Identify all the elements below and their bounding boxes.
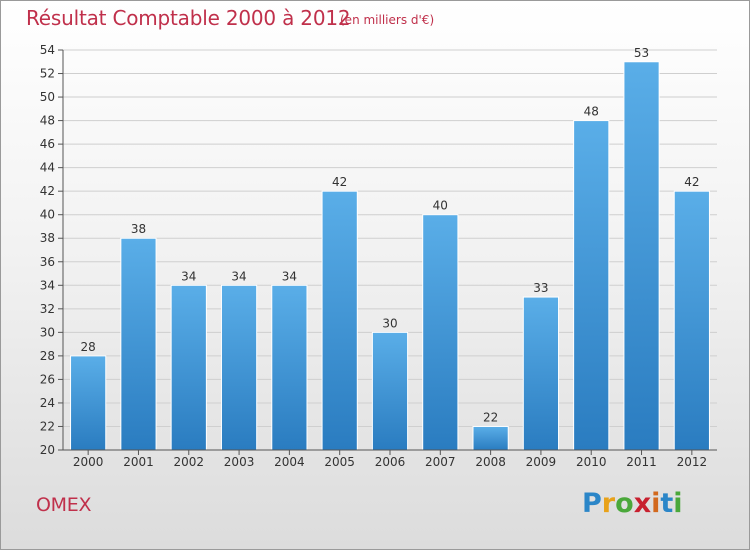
logo-letter: x bbox=[633, 488, 652, 519]
x-tick-label: 2007 bbox=[425, 455, 456, 469]
logo-letter: o bbox=[615, 488, 634, 519]
logo-letter: t bbox=[660, 488, 674, 519]
commune-name: OMEX bbox=[36, 494, 92, 516]
bar bbox=[271, 284, 308, 451]
y-tick-label: 32 bbox=[40, 302, 55, 316]
data-label: 53 bbox=[634, 46, 649, 60]
bar bbox=[371, 331, 409, 451]
bar bbox=[673, 190, 710, 451]
y-tick-label: 36 bbox=[40, 255, 55, 269]
y-tick-label: 50 bbox=[40, 90, 55, 104]
proxiti-logo: Proxiti bbox=[582, 488, 683, 519]
data-label: 28 bbox=[81, 340, 96, 354]
x-tick-label: 2012 bbox=[677, 455, 708, 469]
data-label: 42 bbox=[684, 175, 699, 189]
bar bbox=[120, 237, 157, 451]
y-tick-label: 24 bbox=[40, 396, 55, 410]
bar bbox=[623, 61, 660, 451]
logo-letter: P bbox=[582, 488, 602, 519]
y-tick-label: 44 bbox=[40, 161, 55, 175]
data-label: 48 bbox=[584, 105, 599, 119]
logo-letter: i bbox=[651, 488, 661, 519]
x-tick-label: 2009 bbox=[526, 455, 557, 469]
bar bbox=[422, 214, 459, 451]
x-tick-label: 2006 bbox=[375, 455, 406, 469]
bar bbox=[573, 120, 610, 451]
data-label: 30 bbox=[382, 316, 397, 330]
data-label: 42 bbox=[332, 175, 347, 189]
bar bbox=[321, 190, 358, 451]
y-tick-label: 38 bbox=[40, 231, 55, 245]
y-tick-label: 34 bbox=[40, 278, 55, 292]
bar bbox=[70, 355, 107, 451]
y-tick-label: 28 bbox=[40, 349, 55, 363]
y-tick-label: 42 bbox=[40, 184, 55, 198]
bar bbox=[472, 425, 509, 451]
y-tick-label: 26 bbox=[40, 372, 55, 386]
data-label: 38 bbox=[131, 222, 146, 236]
y-tick-label: 54 bbox=[40, 43, 55, 57]
data-label: 34 bbox=[181, 269, 196, 283]
bar bbox=[220, 284, 258, 451]
bar bbox=[170, 284, 207, 451]
y-tick-label: 20 bbox=[40, 443, 55, 457]
data-label: 34 bbox=[282, 269, 297, 283]
data-label: 34 bbox=[231, 269, 246, 283]
x-tick-label: 2008 bbox=[475, 455, 506, 469]
x-tick-label: 2000 bbox=[73, 455, 104, 469]
x-tick-label: 2011 bbox=[626, 455, 657, 469]
chart-unit: (en milliers d'€) bbox=[340, 13, 435, 27]
logo-letter: i bbox=[673, 488, 683, 519]
chart-title: Résultat Comptable 2000 à 2012 bbox=[26, 6, 351, 30]
bar bbox=[522, 296, 560, 451]
y-tick-label: 40 bbox=[40, 208, 55, 222]
x-tick-label: 2005 bbox=[324, 455, 355, 469]
y-tick-label: 52 bbox=[40, 67, 55, 81]
x-tick-label: 2003 bbox=[224, 455, 255, 469]
logo-letter: r bbox=[601, 488, 616, 519]
y-tick-label: 46 bbox=[40, 137, 55, 151]
x-tick-label: 2001 bbox=[123, 455, 154, 469]
y-tick-label: 48 bbox=[40, 114, 55, 128]
data-label: 33 bbox=[533, 281, 548, 295]
data-label: 40 bbox=[433, 199, 448, 213]
x-tick-label: 2010 bbox=[576, 455, 607, 469]
y-tick-label: 22 bbox=[40, 419, 55, 433]
data-label: 22 bbox=[483, 410, 498, 424]
x-tick-label: 2002 bbox=[173, 455, 204, 469]
y-tick-label: 30 bbox=[40, 325, 55, 339]
x-tick-label: 2004 bbox=[274, 455, 305, 469]
